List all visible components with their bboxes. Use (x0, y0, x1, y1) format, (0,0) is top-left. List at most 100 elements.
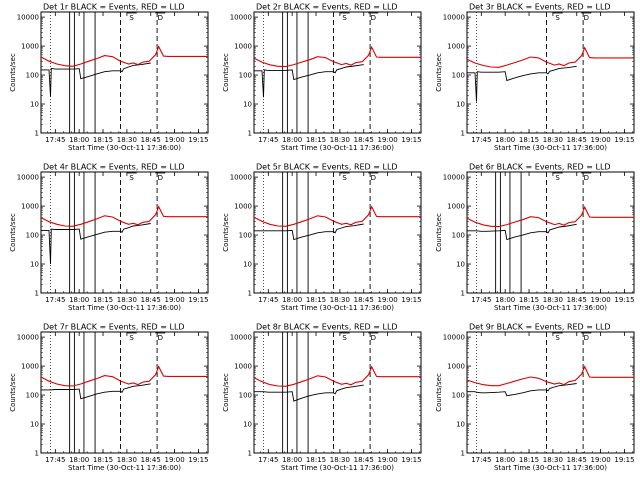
marker-label: S (555, 334, 560, 342)
plot-frame (466, 171, 635, 294)
x-tick-label: 18:15 (93, 296, 113, 304)
y-tick-label: 10 (456, 261, 465, 269)
x-tick-label: 18:30 (117, 136, 137, 144)
series-line-events (41, 223, 151, 265)
plot-frame (253, 11, 422, 134)
y-tick-label: 100 (26, 392, 39, 400)
y-tick-label: 1000 (447, 203, 465, 211)
chart-title: Det 4r BLACK = Events, RED = LLD (43, 163, 185, 172)
marker-label: S (129, 14, 134, 22)
x-tick-label: 19:15 (188, 296, 208, 304)
x-tick-label: 18:15 (519, 136, 539, 144)
x-tick-label: 18:15 (519, 296, 539, 304)
y-tick-label: 100 (239, 392, 252, 400)
y-axis-label: Counts/sec (435, 373, 443, 412)
x-tick-label: 18:30 (117, 296, 137, 304)
x-axis-label: Start Time (30-Oct-11 17:36:00) (494, 304, 607, 312)
x-tick-label: 18:30 (543, 456, 563, 464)
x-tick-label: 18:45 (567, 456, 587, 464)
y-tick-label: 1 (35, 130, 39, 138)
plot-frame (40, 171, 209, 294)
x-axis-label: Start Time (30-Oct-11 17:36:00) (281, 304, 394, 312)
y-tick-label: 10 (456, 101, 465, 109)
y-tick-label: 10 (243, 421, 252, 429)
y-tick-label: 10 (30, 421, 39, 429)
y-tick-label: 10000 (17, 334, 39, 342)
chart-title: Det 7r BLACK = Events, RED = LLD (43, 323, 185, 332)
y-tick-label: 10 (30, 261, 39, 269)
y-axis-label: Counts/sec (9, 213, 17, 252)
marker-label: D (584, 14, 589, 22)
y-tick-label: 10000 (230, 174, 252, 182)
chart-panel-9: Det 9r BLACK = Events, RED = LLD 1 10 100 10… (435, 323, 635, 473)
chart-title: Det 9r BLACK = Events, RED = LLD (469, 323, 611, 332)
y-tick-label: 100 (239, 72, 252, 80)
series-line-lld (40, 45, 208, 67)
y-tick-label: 10 (30, 101, 39, 109)
x-tick-label: 18:15 (93, 136, 113, 144)
marker-label: D (371, 14, 376, 22)
chart-title: Det 6r BLACK = Events, RED = LLD (469, 163, 611, 172)
y-tick-label: 1000 (21, 43, 39, 51)
plot-frame (40, 11, 209, 134)
y-axis-label: Counts/sec (9, 53, 17, 92)
chart-panel-7: Det 7r BLACK = Events, RED = LLD 1 10 100 10… (9, 323, 209, 473)
y-tick-label: 1 (35, 450, 39, 458)
x-axis-label: Start Time (30-Oct-11 17:36:00) (494, 144, 607, 152)
x-tick-label: 17:45 (258, 456, 278, 464)
chart-title: Det 5r BLACK = Events, RED = LLD (256, 163, 398, 172)
y-tick-label: 100 (239, 232, 252, 240)
x-tick-label: 17:45 (471, 456, 491, 464)
marker-label: D (584, 334, 589, 342)
y-tick-label: 100 (452, 392, 465, 400)
y-tick-label: 1000 (447, 43, 465, 51)
plot-frame (253, 171, 422, 294)
x-tick-label: 18:30 (117, 456, 137, 464)
chart-panel-5: Det 5r BLACK = Events, RED = LLD 1 10 100 10… (222, 163, 422, 313)
x-tick-label: 18:15 (519, 456, 539, 464)
chart-panel-4: Det 4r BLACK = Events, RED = LLD 1 10 100 10… (9, 163, 209, 313)
x-tick-label: 18:00 (282, 296, 302, 304)
x-tick-label: 17:45 (471, 136, 491, 144)
x-tick-label: 18:45 (354, 456, 374, 464)
series-line-lld (40, 365, 208, 387)
marker-label: D (584, 174, 589, 182)
chart-title: Det 3r BLACK = Events, RED = LLD (469, 3, 611, 12)
series-line-lld (253, 205, 421, 227)
x-tick-label: 17:45 (45, 296, 65, 304)
x-tick-label: 19:00 (378, 296, 398, 304)
marker-label: S (342, 174, 347, 182)
x-tick-label: 18:15 (306, 296, 326, 304)
chart-panel-3: Det 3r BLACK = Events, RED = LLD 1 10 100 10… (435, 3, 635, 153)
chart-title: Det 1r BLACK = Events, RED = LLD (43, 3, 185, 12)
x-tick-label: 18:00 (495, 136, 515, 144)
x-tick-label: 18:30 (330, 296, 350, 304)
x-tick-label: 17:45 (45, 136, 65, 144)
x-tick-label: 18:45 (141, 136, 161, 144)
x-tick-label: 19:15 (401, 296, 421, 304)
marker-label: S (129, 334, 134, 342)
series-line-events (467, 383, 577, 397)
x-tick-label: 19:15 (614, 136, 634, 144)
x-tick-label: 17:45 (258, 136, 278, 144)
marker-label: S (129, 174, 134, 182)
series-line-events (41, 383, 151, 400)
y-tick-label: 100 (26, 72, 39, 80)
y-tick-label: 1000 (21, 203, 39, 211)
series-line-lld (253, 45, 421, 68)
y-tick-label: 10000 (17, 14, 39, 22)
x-tick-label: 19:15 (401, 136, 421, 144)
chart-panel-8: Det 8r BLACK = Events, RED = LLD 1 10 100 10… (222, 323, 422, 473)
x-tick-label: 19:00 (378, 136, 398, 144)
series-line-lld (40, 205, 208, 227)
x-tick-label: 18:45 (354, 296, 374, 304)
x-tick-label: 18:00 (282, 456, 302, 464)
x-axis-label: Start Time (30-Oct-11 17:36:00) (494, 464, 607, 472)
series-line-lld (466, 365, 634, 387)
y-axis-label: Counts/sec (435, 53, 443, 92)
series-line-events (467, 223, 577, 241)
x-tick-label: 19:15 (188, 136, 208, 144)
y-tick-label: 1 (461, 290, 465, 298)
y-tick-label: 1000 (447, 363, 465, 371)
